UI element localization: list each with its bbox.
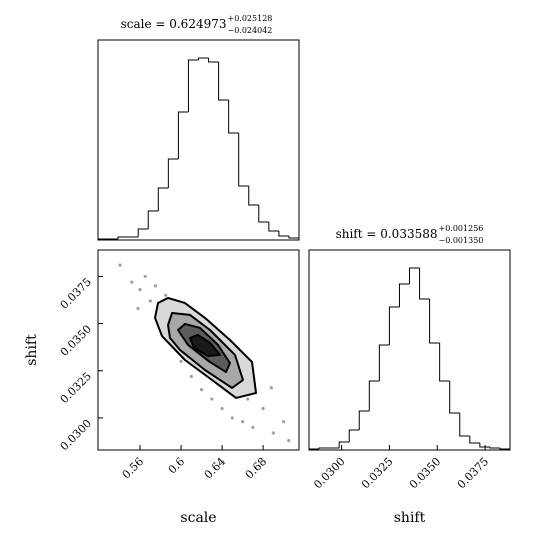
histogram-bin xyxy=(218,62,229,101)
sample-point xyxy=(287,438,291,443)
panel-frame xyxy=(308,249,511,451)
histogram-bin xyxy=(449,381,460,414)
sample-point xyxy=(210,397,214,401)
sample-point xyxy=(189,374,193,379)
histogram-bin xyxy=(187,59,199,112)
sample-point xyxy=(148,299,152,303)
title-upper-error: +0.025128 xyxy=(228,14,273,23)
sample-point xyxy=(164,293,168,297)
sample-point xyxy=(220,406,224,411)
histogram-bin xyxy=(278,231,289,237)
sample-point xyxy=(246,397,250,401)
sample-point xyxy=(230,416,234,420)
contour-level xyxy=(188,333,222,358)
histogram-bin xyxy=(469,436,480,444)
panel-frame xyxy=(97,249,300,451)
panel-title: shift = 0.033588 xyxy=(336,227,438,241)
sample-point xyxy=(271,431,275,435)
histogram-bin xyxy=(368,380,380,411)
histogram-bin xyxy=(157,187,169,211)
sample-point xyxy=(153,284,158,288)
histogram-bin xyxy=(439,343,450,382)
sample-point xyxy=(199,388,204,392)
histogram-bin xyxy=(419,268,430,300)
histogram-bin xyxy=(208,58,219,63)
title-lower-error: −0.001350 xyxy=(439,236,484,245)
histogram-bin xyxy=(238,133,249,187)
sample-point xyxy=(179,359,183,363)
histogram-bin xyxy=(177,111,189,159)
panel-title: scale = 0.624973 xyxy=(121,17,227,31)
sample-point xyxy=(261,406,265,411)
sample-point xyxy=(138,288,142,292)
histogram-bin xyxy=(429,299,440,344)
sample-point xyxy=(240,420,245,424)
histogram-bin xyxy=(137,228,149,237)
histogram-bin xyxy=(388,306,400,345)
y-axis-label: shift xyxy=(24,334,40,366)
sample-point xyxy=(136,306,140,311)
title-upper-error: +0.001256 xyxy=(439,224,484,233)
histogram-bin xyxy=(459,413,470,437)
histogram-bin xyxy=(489,447,500,449)
sample-point xyxy=(251,425,255,429)
x-axis-label: scale xyxy=(180,510,216,526)
histogram-bin xyxy=(318,447,330,449)
title-lower-error: −0.024042 xyxy=(228,26,273,35)
histogram-bin xyxy=(378,344,390,381)
sample-point xyxy=(282,420,286,424)
sample-point xyxy=(118,263,122,267)
histogram-bin xyxy=(147,210,159,229)
histogram-bin xyxy=(348,429,360,442)
sample-point xyxy=(130,280,134,284)
sample-point xyxy=(143,274,147,279)
sample-point xyxy=(269,386,273,390)
histogram-bin xyxy=(117,236,129,239)
histogram-bin xyxy=(398,283,410,307)
histogram-bin xyxy=(268,222,279,232)
histogram-bin xyxy=(258,205,269,223)
histogram-bin xyxy=(338,441,350,448)
histogram-bin xyxy=(228,100,239,134)
histogram-bin xyxy=(248,186,259,206)
histogram-bin xyxy=(358,410,370,430)
panel-frame xyxy=(97,39,300,241)
x-axis-label: shift xyxy=(394,510,426,526)
histogram-bin xyxy=(167,158,179,188)
histogram-bin xyxy=(479,443,490,448)
histogram-bin xyxy=(409,267,420,284)
histogram-bin xyxy=(198,57,209,60)
